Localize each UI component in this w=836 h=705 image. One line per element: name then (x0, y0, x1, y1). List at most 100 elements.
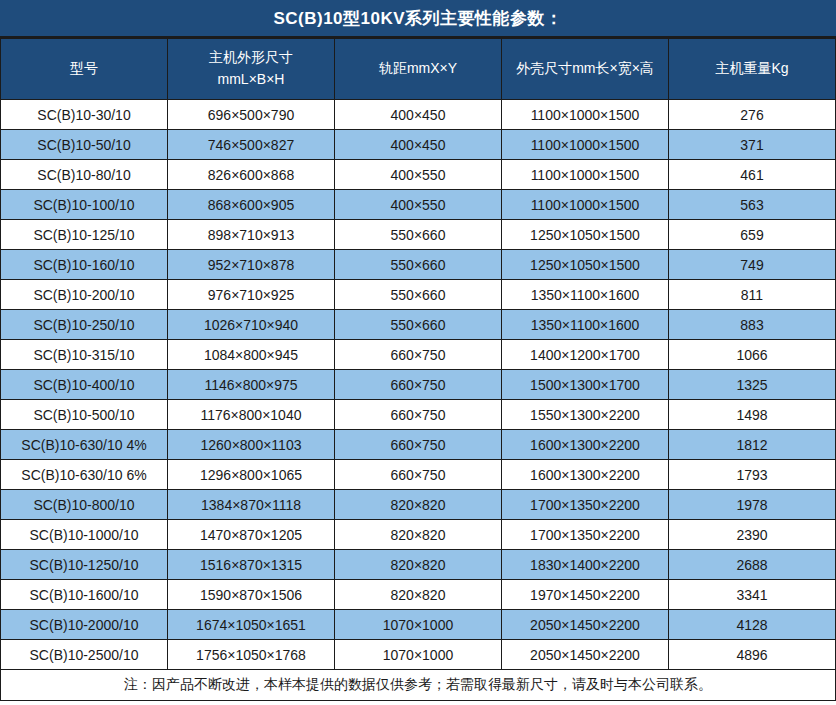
table-cell: 1600×1300×2200 (502, 430, 669, 460)
table-row: SC(B)10-160/10952×710×878550×6601250×105… (1, 250, 836, 280)
table-row: SC(B)10-250/101026×710×940550×6601350×11… (1, 310, 836, 340)
table-cell: 659 (669, 220, 836, 250)
table-cell: 749 (669, 250, 836, 280)
table-cell: SC(B)10-630/10 4% (1, 430, 168, 460)
table-cell: 2688 (669, 550, 836, 580)
table-cell: SC(B)10-160/10 (1, 250, 168, 280)
table-cell: 868×600×905 (168, 190, 335, 220)
table-cell: SC(B)10-100/10 (1, 190, 168, 220)
table-cell: 1296×800×1065 (168, 460, 335, 490)
table-cell: 660×750 (335, 400, 502, 430)
table-cell: 898×710×913 (168, 220, 335, 250)
table-cell: 371 (669, 130, 836, 160)
table-cell: 3341 (669, 580, 836, 610)
table-cell: 550×660 (335, 310, 502, 340)
table-cell: 660×750 (335, 370, 502, 400)
table-cell: SC(B)10-50/10 (1, 130, 168, 160)
table-cell: 820×820 (335, 580, 502, 610)
table-row: SC(B)10-1600/101590×870×1506820×8201970×… (1, 580, 836, 610)
column-header-host-dimensions: 主机外形尺寸mmL×B×H (168, 39, 335, 100)
table-row: SC(B)10-630/10 6%1296×800×1065660×750160… (1, 460, 836, 490)
table-row: SC(B)10-500/101176×800×1040660×7501550×1… (1, 400, 836, 430)
table-row: SC(B)10-315/101084×800×945660×7501400×12… (1, 340, 836, 370)
table-cell: 4128 (669, 610, 836, 640)
table-row: SC(B)10-200/10976×710×925550×6601350×110… (1, 280, 836, 310)
table-cell: 1026×710×940 (168, 310, 335, 340)
table-cell: 826×600×868 (168, 160, 335, 190)
table-cell: 276 (669, 100, 836, 130)
spec-table: 型号主机外形尺寸mmL×B×H轨距mmX×Y外壳尺寸mm长×宽×高主机重量Kg … (0, 38, 836, 701)
table-cell: 1384×870×1118 (168, 490, 335, 520)
table-cell: 1470×870×1205 (168, 520, 335, 550)
table-cell: 976×710×925 (168, 280, 335, 310)
table-body: SC(B)10-30/10696×500×790400×4501100×1000… (1, 100, 836, 670)
table-cell: 1100×1000×1500 (502, 100, 669, 130)
table-row: SC(B)10-1250/101516×870×1315820×8201830×… (1, 550, 836, 580)
table-cell: 1970×1450×2200 (502, 580, 669, 610)
table-cell: SC(B)10-800/10 (1, 490, 168, 520)
table-cell: 883 (669, 310, 836, 340)
table-cell: 1516×870×1315 (168, 550, 335, 580)
table-cell: 1498 (669, 400, 836, 430)
table-cell: 696×500×790 (168, 100, 335, 130)
table-cell: 563 (669, 190, 836, 220)
table-cell: 4896 (669, 640, 836, 670)
table-row: SC(B)10-400/101146×800×975660×7501500×13… (1, 370, 836, 400)
table-cell: SC(B)10-500/10 (1, 400, 168, 430)
table-cell: SC(B)10-1250/10 (1, 550, 168, 580)
table-cell: 1830×1400×2200 (502, 550, 669, 580)
table-row: SC(B)10-800/101384×870×1118820×8201700×1… (1, 490, 836, 520)
table-cell: 1700×1350×2200 (502, 490, 669, 520)
table-cell: 660×750 (335, 430, 502, 460)
table-row: SC(B)10-2500/101756×1050×17681070×100020… (1, 640, 836, 670)
table-cell: 1325 (669, 370, 836, 400)
table-cell: SC(B)10-2500/10 (1, 640, 168, 670)
table-cell: 1400×1200×1700 (502, 340, 669, 370)
table-cell: 1084×800×945 (168, 340, 335, 370)
header-row: 型号主机外形尺寸mmL×B×H轨距mmX×Y外壳尺寸mm长×宽×高主机重量Kg (1, 39, 836, 100)
table-cell: 550×660 (335, 280, 502, 310)
table-cell: 550×660 (335, 250, 502, 280)
column-header-model: 型号 (1, 39, 168, 100)
spec-sheet: SC(B)10型10KV系列主要性能参数： 型号主机外形尺寸mmL×B×H轨距m… (0, 0, 836, 705)
table-cell: 1793 (669, 460, 836, 490)
table-cell: 1350×1100×1600 (502, 310, 669, 340)
table-cell: 660×750 (335, 340, 502, 370)
table-cell: SC(B)10-80/10 (1, 160, 168, 190)
table-head: 型号主机外形尺寸mmL×B×H轨距mmX×Y外壳尺寸mm长×宽×高主机重量Kg (1, 39, 836, 100)
page-title: SC(B)10型10KV系列主要性能参数： (0, 0, 836, 38)
table-cell: SC(B)10-1000/10 (1, 520, 168, 550)
table-cell: 1070×1000 (335, 640, 502, 670)
table-cell: 400×550 (335, 160, 502, 190)
table-cell: 1812 (669, 430, 836, 460)
table-cell: 820×820 (335, 490, 502, 520)
table-cell: SC(B)10-630/10 6% (1, 460, 168, 490)
table-row: SC(B)10-2000/101674×1050×16511070×100020… (1, 610, 836, 640)
table-cell: 1100×1000×1500 (502, 190, 669, 220)
table-row: SC(B)10-80/10826×600×868400×5501100×1000… (1, 160, 836, 190)
table-cell: 461 (669, 160, 836, 190)
table-cell: 660×750 (335, 460, 502, 490)
table-cell: 1146×800×975 (168, 370, 335, 400)
table-cell: 1674×1050×1651 (168, 610, 335, 640)
table-cell: 1550×1300×2200 (502, 400, 669, 430)
table-cell: 1350×1100×1600 (502, 280, 669, 310)
table-cell: 2390 (669, 520, 836, 550)
table-cell: 400×550 (335, 190, 502, 220)
table-cell: 1500×1300×1700 (502, 370, 669, 400)
table-cell: 811 (669, 280, 836, 310)
table-cell: 2050×1450×2200 (502, 640, 669, 670)
table-cell: 550×660 (335, 220, 502, 250)
note-row: 注：因产品不断改进，本样本提供的数据仅供参考；若需取得最新尺寸，请及时与本公司联… (1, 670, 836, 701)
table-cell: SC(B)10-250/10 (1, 310, 168, 340)
table-cell: SC(B)10-200/10 (1, 280, 168, 310)
table-row: SC(B)10-100/10868×600×905400×5501100×100… (1, 190, 836, 220)
table-cell: 952×710×878 (168, 250, 335, 280)
table-cell: 1070×1000 (335, 610, 502, 640)
table-row: SC(B)10-630/10 4%1260×800×1103660×750160… (1, 430, 836, 460)
table-row: SC(B)10-50/10746×500×827400×4501100×1000… (1, 130, 836, 160)
table-cell: 1756×1050×1768 (168, 640, 335, 670)
table-cell: 1100×1000×1500 (502, 130, 669, 160)
table-row: SC(B)10-1000/101470×870×1205820×8201700×… (1, 520, 836, 550)
table-cell: SC(B)10-315/10 (1, 340, 168, 370)
